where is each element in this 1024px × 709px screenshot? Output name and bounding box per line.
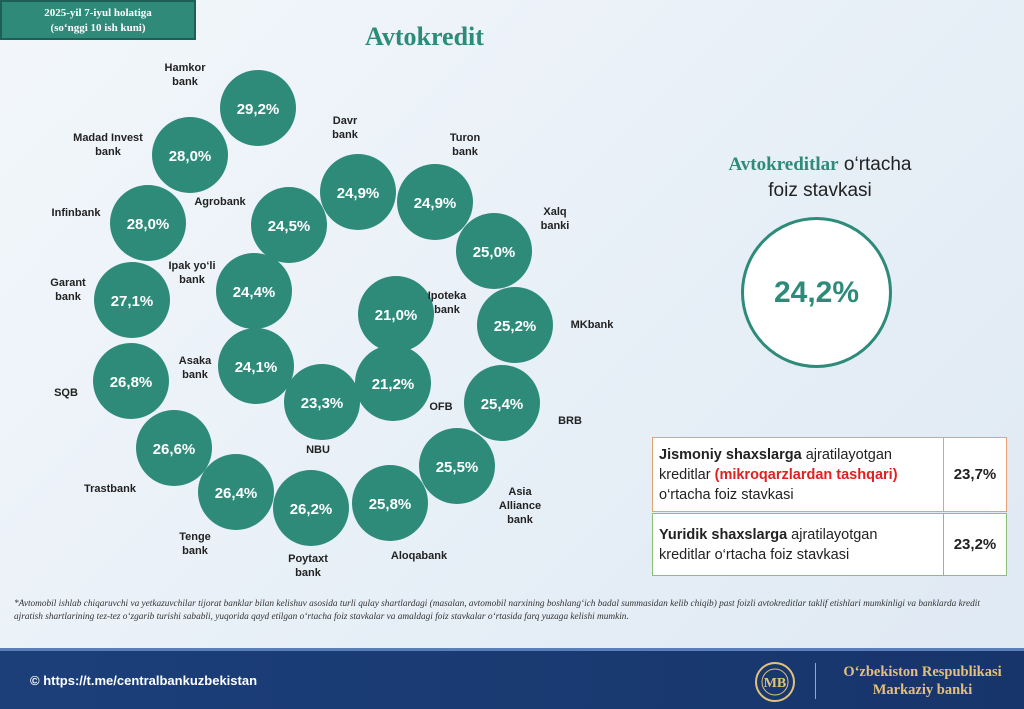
bubble-18 bbox=[284, 364, 360, 440]
bubble-label-15: Agrobank bbox=[194, 196, 246, 208]
bubble-4 bbox=[93, 343, 169, 419]
individuals-text1: ajratilayotgan bbox=[801, 446, 892, 463]
bubble-1 bbox=[152, 117, 228, 193]
organization-name: O‘zbekiston Respublikasi Markaziy banki bbox=[830, 663, 1015, 699]
bubble-label-12: Xalq banki bbox=[541, 206, 570, 232]
bubble-value-19: 21,2% bbox=[372, 376, 415, 393]
bubble-12 bbox=[456, 213, 532, 289]
legal-bold: Yuridik shaxslarga bbox=[659, 526, 788, 543]
bubble-value-15: 24,5% bbox=[268, 218, 311, 235]
average-rate-circle: 24,2% bbox=[741, 217, 892, 368]
footnote: *Avtomobil ishlab chiqaruvchi va yetkazu… bbox=[14, 599, 980, 622]
bubble-label-11: MKbank bbox=[571, 319, 615, 331]
bubble-value-6: 26,4% bbox=[215, 485, 258, 502]
bubble-9 bbox=[419, 428, 495, 504]
bubble-value-16: 24,4% bbox=[233, 284, 276, 301]
bubble-label-9: Asia Alliance bank bbox=[499, 486, 541, 526]
average-title-rest: o‘rtacha bbox=[838, 154, 912, 175]
individuals-bold: Jismoniy shaxslarga bbox=[659, 446, 802, 463]
average-title-emphasis: Avtokreditlar bbox=[728, 154, 839, 175]
bubble-19 bbox=[355, 345, 431, 421]
date-line-1: 2025-yil 7-iyul holatiga bbox=[44, 7, 152, 19]
bubble-label-18: NBU bbox=[306, 444, 330, 456]
bubble-value-12: 25,0% bbox=[473, 244, 516, 261]
bubble-3 bbox=[94, 262, 170, 338]
bubble-value-20: 21,0% bbox=[375, 307, 418, 324]
individuals-rate-box: Jismoniy shaxslarga ajratilayotgan kredi… bbox=[652, 437, 1007, 512]
bubble-value-5: 26,6% bbox=[153, 441, 196, 458]
bubble-value-18: 23,3% bbox=[301, 395, 344, 412]
date-badge: 2025-yil 7-iyul holatiga (so‘nggi 10 ish… bbox=[0, 0, 196, 40]
individuals-note: (mikroqarzlardan tashqari) bbox=[714, 466, 898, 483]
bubble-value-8: 25,8% bbox=[369, 496, 412, 513]
bubble-value-13: 24,9% bbox=[414, 195, 457, 212]
bubble-label-13: Turon bank bbox=[450, 132, 481, 158]
bubble-11 bbox=[477, 287, 553, 363]
legal-rate-value: 23,2% bbox=[943, 514, 1006, 575]
individuals-rate-value: 23,7% bbox=[943, 438, 1006, 511]
legal-text2: kreditlar o‘rtacha foiz stavkasi bbox=[659, 546, 850, 563]
org-line-1: O‘zbekiston Respublikasi bbox=[843, 664, 1002, 680]
legal-rate-box: Yuridik shaxslarga ajratilayotgan kredit… bbox=[652, 513, 1007, 576]
bubble-value-9: 25,5% bbox=[436, 459, 479, 476]
footer-separator bbox=[815, 663, 816, 699]
bubble-8 bbox=[352, 465, 428, 541]
bubble-15 bbox=[251, 187, 327, 263]
bubble-label-6: Tenge bank bbox=[179, 531, 211, 557]
bubble-label-19: OFB bbox=[429, 401, 452, 413]
bubble-value-14: 24,9% bbox=[337, 185, 380, 202]
bubble-6 bbox=[198, 454, 274, 530]
bubble-14 bbox=[320, 154, 396, 230]
bubble-2 bbox=[110, 185, 186, 261]
bubble-value-10: 25,4% bbox=[481, 396, 524, 413]
bubble-label-2: Infinbank bbox=[52, 207, 102, 219]
date-line-2: (so‘nggi 10 ish kuni) bbox=[50, 22, 146, 34]
average-title-line2: foiz stavkasi bbox=[768, 180, 872, 201]
bubble-label-5: Trastbank bbox=[84, 483, 137, 495]
bubble-label-17: Asaka bank bbox=[179, 355, 212, 381]
bubble-value-2: 28,0% bbox=[127, 216, 170, 233]
bubble-10 bbox=[464, 365, 540, 441]
average-rate-title: Avtokreditlar o‘rtacha foiz stavkasi bbox=[690, 152, 950, 204]
bubble-value-4: 26,8% bbox=[110, 374, 153, 391]
bubble-20 bbox=[358, 276, 434, 352]
bubble-label-20: Ipoteka bank bbox=[428, 290, 467, 316]
bubble-value-7: 26,2% bbox=[290, 501, 333, 518]
average-rate-value: 24,2% bbox=[773, 275, 860, 309]
logo-text: MB bbox=[764, 676, 787, 691]
legal-text1: ajratilayotgan bbox=[787, 526, 878, 543]
bubble-label-10: BRB bbox=[558, 415, 582, 427]
bubble-label-16: Ipak yo‘li bank bbox=[168, 260, 215, 286]
bubble-value-17: 24,1% bbox=[235, 359, 278, 376]
bubble-value-11: 25,2% bbox=[494, 318, 537, 335]
bubble-value-0: 29,2% bbox=[237, 101, 280, 118]
bubble-label-0: Hamkor bank bbox=[165, 62, 207, 88]
bubble-label-1: Madad Invest bank bbox=[73, 132, 143, 158]
bubble-value-3: 27,1% bbox=[111, 293, 154, 310]
bubble-value-1: 28,0% bbox=[169, 148, 212, 165]
individuals-text2: kreditlar bbox=[659, 466, 715, 483]
bubble-label-8: Aloqabank bbox=[391, 550, 448, 562]
bubble-5 bbox=[136, 410, 212, 486]
bubble-16 bbox=[216, 253, 292, 329]
bubble-17 bbox=[218, 328, 294, 404]
bubble-label-4: SQB bbox=[54, 387, 78, 399]
page-title: Avtokredit bbox=[365, 22, 484, 51]
bubble-label-7: Poytaxt bank bbox=[288, 553, 328, 579]
bubble-label-3: Garant bank bbox=[50, 277, 86, 303]
individuals-rate-text: Jismoniy shaxslarga ajratilayotgan kredi… bbox=[653, 438, 943, 511]
telegram-link[interactable]: © https://t.me/centralbankuzbekistan bbox=[30, 673, 258, 688]
org-line-2: Markaziy banki bbox=[872, 682, 973, 698]
bubble-0 bbox=[220, 70, 296, 146]
bubble-7 bbox=[273, 470, 349, 546]
central-bank-logo: MB bbox=[755, 662, 795, 702]
individuals-text3: o‘rtacha foiz stavkasi bbox=[659, 486, 794, 503]
bubble-label-14: Davr bank bbox=[332, 115, 359, 141]
bubble-13 bbox=[397, 164, 473, 240]
bubble-chart: 29,2% Hamkor bank 28,0% Madad Invest bank 28,0… bbox=[50, 62, 615, 579]
legal-rate-text: Yuridik shaxslarga ajratilayotgan kredit… bbox=[653, 514, 943, 575]
footer: © https://t.me/centralbankuzbekistan MB … bbox=[0, 648, 1024, 709]
